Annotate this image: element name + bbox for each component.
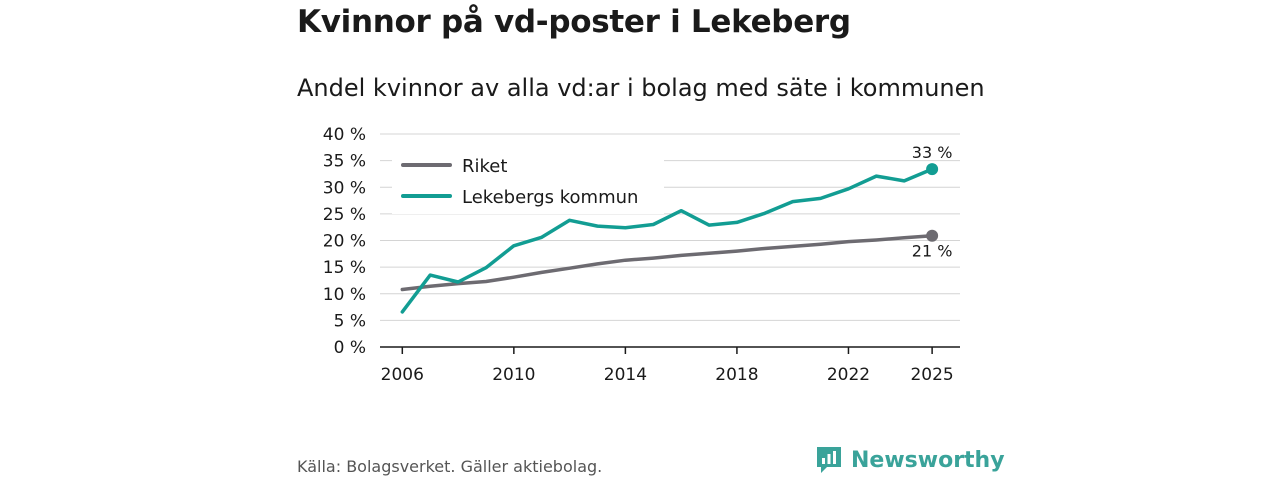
y-tick-label: 25 % [323,205,366,225]
y-tick-label: 0 % [334,338,366,358]
series-end-marker [926,163,939,176]
x-tick-label: 2018 [715,365,758,385]
x-tick-label: 2006 [381,365,424,385]
y-tick-label: 20 % [323,232,366,252]
legend-label: Lekebergs kommun [462,187,638,208]
y-tick-label: 10 % [323,285,366,305]
series-line-lekeberg [400,167,934,314]
newsworthy-logo-icon [817,447,841,473]
x-tick-label: 2025 [910,365,953,385]
series-line-riket [400,233,934,292]
y-tick-label: 5 % [334,311,366,331]
brand-name: Newsworthy [851,447,1005,473]
x-tick-label: 2014 [604,365,647,385]
legend-label: Riket [462,156,507,177]
series-lines: 21 % 33 % [400,143,953,314]
legend-background [392,148,664,214]
brand-logo: Newsworthy [815,445,1005,475]
series-end-label: 33 % [912,143,953,162]
series-end-marker [926,229,939,242]
x-tick-label: 2022 [827,365,870,385]
series-end-label: 21 % [912,242,953,261]
source-note: Källa: Bolagsverket. Gäller aktiebolag. [297,457,603,476]
chart-title: Kvinnor på vd-poster i Lekeberg [297,4,851,40]
y-tick-label: 35 % [323,152,366,172]
x-tick-label: 2010 [492,365,535,385]
y-tick-label: 40 % [323,125,366,145]
y-tick-label: 30 % [323,178,366,198]
legend: Riket Lekebergs kommun [392,148,664,214]
chart-subtitle: Andel kvinnor av alla vd:ar i bolag med … [297,74,985,102]
axes: 0 % 5 % 10 % 15 % 20 % 25 % 30 % 35 % 40 % 2006 20… [323,125,960,385]
y-tick-label: 15 % [323,258,366,278]
